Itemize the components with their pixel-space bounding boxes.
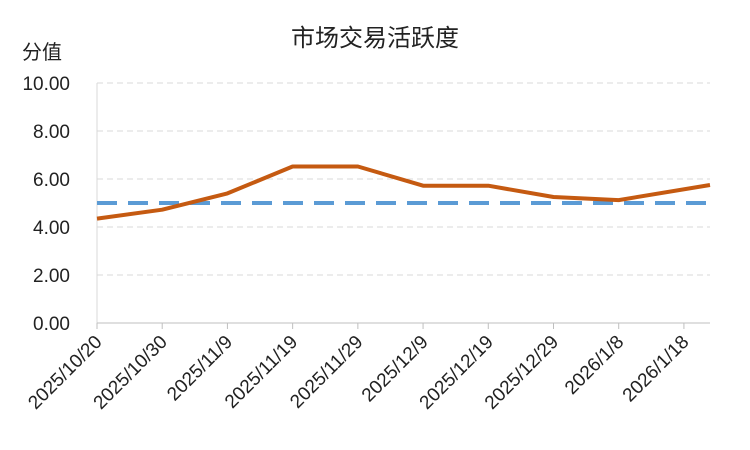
y-tick-label: 2.00 <box>33 266 70 287</box>
y-axis-label: 分值 <box>22 40 62 64</box>
y-tick-label: 6.00 <box>33 170 70 191</box>
x-tick-label: 2026/1/8 <box>561 332 628 399</box>
y-tick-label: 10.00 <box>22 74 70 95</box>
series-line <box>96 164 711 221</box>
y-tick-label: 8.00 <box>33 122 70 143</box>
chart-title: 市场交易活跃度 <box>291 24 459 52</box>
x-tick-label: 2026/1/18 <box>619 332 694 407</box>
y-tick-label: 0.00 <box>33 314 70 335</box>
y-tick-label: 4.00 <box>33 218 70 239</box>
